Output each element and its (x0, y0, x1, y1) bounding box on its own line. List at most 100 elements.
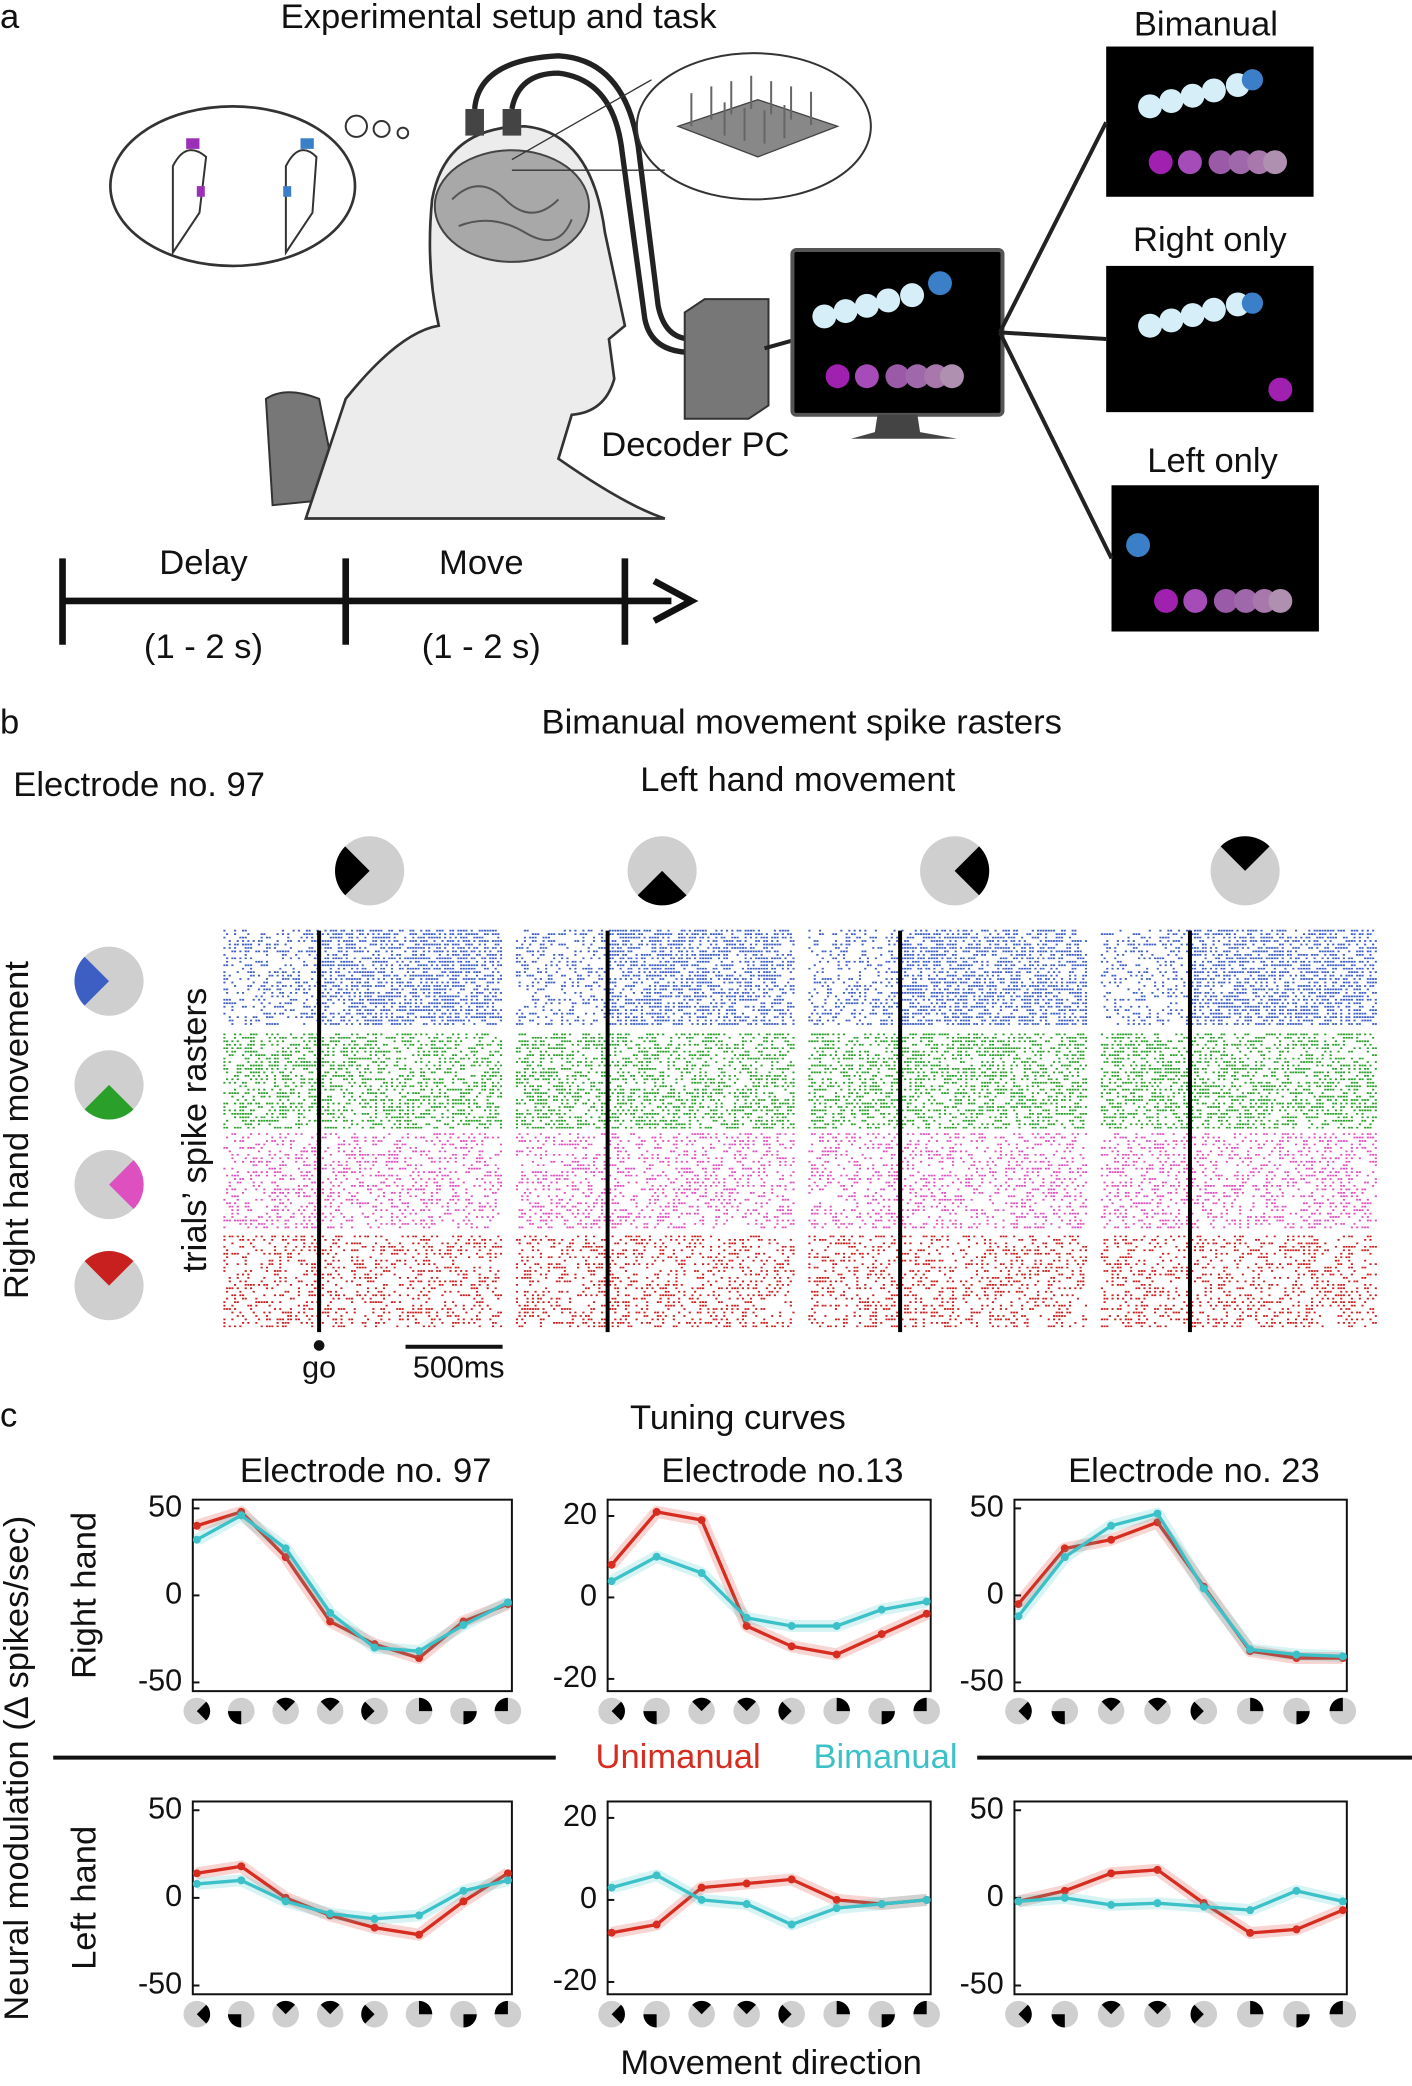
point (503, 1876, 512, 1885)
target-dot (833, 299, 858, 324)
direction-icon (1144, 2000, 1171, 2028)
point (697, 1516, 706, 1525)
y-tick-label: -20 (553, 1963, 597, 1997)
spike-raster (808, 1033, 1088, 1129)
panel-label: c (0, 1396, 17, 1434)
point (1338, 1652, 1347, 1661)
y-tick-label: -50 (960, 1967, 1004, 2001)
direction-wedge (692, 1697, 712, 1712)
rasters (74, 836, 1377, 1333)
y-tick-label: 50 (148, 1791, 182, 1825)
point (1338, 1897, 1347, 1906)
target-dot (1180, 303, 1205, 328)
direction-wedge (494, 1697, 508, 1712)
point (503, 1598, 512, 1607)
label: trials’ spike rasters (176, 988, 214, 1273)
series-line (196, 1864, 509, 1937)
direction-wedge (836, 1697, 850, 1712)
point (1014, 1600, 1023, 1609)
label: Electrode no. 97 (13, 766, 265, 804)
row-label: Left hand (66, 1826, 104, 1970)
target-dot (1138, 94, 1163, 119)
spike-raster (1100, 929, 1377, 1025)
direction-wedge (1018, 2004, 1032, 2024)
direction-wedge (643, 2014, 657, 2028)
point (652, 1552, 661, 1561)
target-dot (1228, 150, 1253, 175)
target-dot (1159, 308, 1184, 333)
target-dot (905, 364, 930, 389)
direction-wedge (276, 1697, 296, 1712)
target-dot (1268, 588, 1293, 613)
target-dot (1263, 150, 1287, 175)
y-tick-label: 50 (970, 1791, 1004, 1825)
point (281, 1544, 290, 1553)
y-tick-label: 0 (165, 1576, 182, 1610)
point (1292, 1650, 1301, 1659)
point (832, 1895, 841, 1904)
direction-wedge (881, 2014, 895, 2028)
point (1060, 1544, 1069, 1553)
point (877, 1630, 886, 1639)
spike-raster (515, 1033, 795, 1129)
point (326, 1608, 335, 1617)
direction-wedge (637, 870, 687, 906)
panel-label: a (0, 0, 20, 36)
phase: Delay (159, 544, 248, 582)
point (832, 1621, 841, 1630)
series-line (611, 1873, 927, 1927)
spike-raster (223, 1033, 503, 1129)
point (742, 1613, 751, 1622)
target-dot (825, 364, 850, 389)
series-line (1018, 1889, 1344, 1912)
target-dot (1183, 588, 1208, 613)
direction-wedge (1051, 1711, 1065, 1725)
y-tick-label: 0 (580, 1579, 597, 1613)
point (607, 1577, 616, 1586)
point (370, 1923, 379, 1932)
y-tick-label: 0 (165, 1879, 182, 1913)
y-tick-label: 0 (987, 1879, 1004, 1913)
duration: (1 - 2 s) (422, 628, 541, 666)
label: go (302, 1350, 336, 1384)
direction-wedge (196, 1701, 211, 1721)
target-dot (939, 364, 964, 389)
point (1153, 1518, 1162, 1527)
point (607, 1560, 616, 1569)
direction-wedge (954, 846, 990, 896)
go-marker (313, 1340, 325, 1351)
direction-wedge (611, 1701, 625, 1721)
spike-raster (1100, 1033, 1377, 1129)
y-tick-label: -50 (960, 1664, 1004, 1698)
point (877, 1605, 886, 1614)
point (832, 1904, 841, 1913)
point (1107, 1521, 1116, 1530)
direction-wedge (1101, 2000, 1121, 2015)
phase: Move (439, 544, 523, 582)
direction-wedge (737, 1697, 756, 1712)
series-line (1017, 1520, 1343, 1660)
direction-wedge (84, 1084, 134, 1120)
y-tick-label: 20 (563, 1497, 597, 1531)
direction-wedge (463, 1711, 477, 1725)
direction-wedge (1051, 2014, 1065, 2028)
point (459, 1621, 468, 1629)
point (652, 1920, 661, 1929)
target-dot (1154, 588, 1178, 613)
point (922, 1609, 931, 1618)
direction-icon (272, 1697, 299, 1725)
target-dot (1201, 297, 1226, 322)
point (652, 1507, 661, 1516)
panel-title: Bimanual movement spike rasters (542, 704, 1062, 742)
direction-wedge (1220, 836, 1270, 871)
direction-wedge (737, 2000, 756, 2015)
spike-raster (515, 929, 795, 1025)
chart-title: Electrode no. 23 (1068, 1452, 1320, 1490)
direction-wedge (463, 2014, 477, 2028)
direction-wedge (335, 846, 370, 896)
y-tick-label: -50 (138, 1967, 182, 2001)
y-tick-label: 0 (987, 1576, 1004, 1610)
series-line (1018, 1868, 1344, 1935)
screen-label: Left only (1147, 442, 1278, 480)
